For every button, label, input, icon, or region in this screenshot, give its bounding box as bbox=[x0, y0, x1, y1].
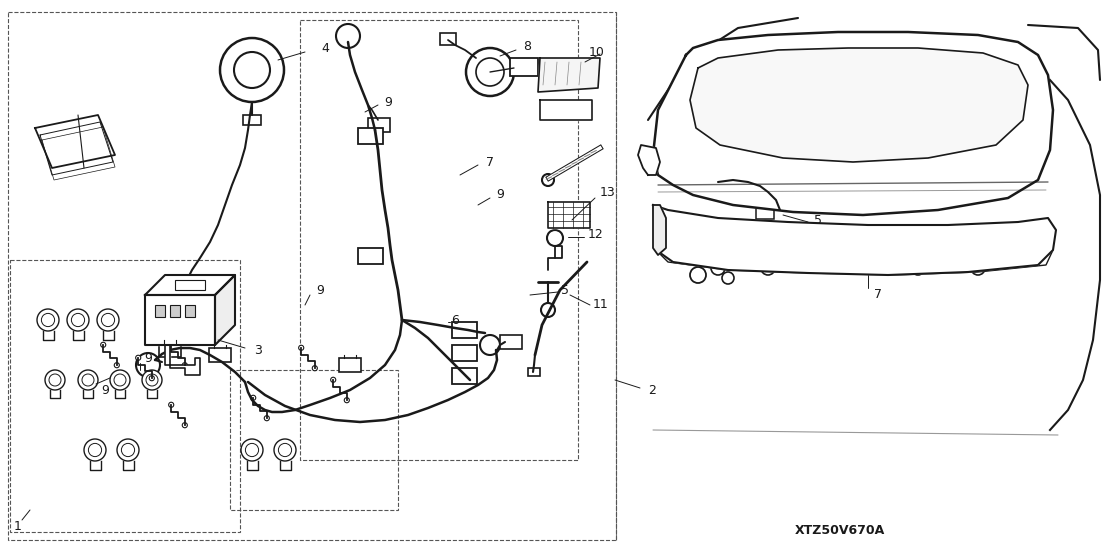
Bar bbox=[170, 320, 196, 336]
Circle shape bbox=[250, 395, 256, 400]
Circle shape bbox=[150, 375, 154, 381]
Circle shape bbox=[101, 342, 105, 347]
Circle shape bbox=[345, 398, 349, 403]
Polygon shape bbox=[690, 48, 1028, 162]
Polygon shape bbox=[653, 32, 1053, 215]
Text: 9: 9 bbox=[144, 352, 152, 364]
Polygon shape bbox=[215, 275, 235, 345]
Text: XTZ50V670A: XTZ50V670A bbox=[794, 524, 885, 536]
Circle shape bbox=[110, 370, 130, 390]
Circle shape bbox=[168, 342, 174, 347]
Circle shape bbox=[78, 370, 98, 390]
Bar bbox=[339, 358, 361, 372]
Text: 6: 6 bbox=[451, 314, 459, 326]
Bar bbox=[368, 118, 390, 132]
Bar bbox=[209, 348, 230, 362]
Polygon shape bbox=[653, 205, 1056, 275]
Bar bbox=[358, 128, 383, 144]
Bar bbox=[510, 58, 538, 76]
Text: 2: 2 bbox=[648, 383, 656, 397]
Bar bbox=[170, 305, 179, 317]
Bar bbox=[300, 20, 578, 460]
Bar bbox=[155, 305, 165, 317]
Text: 7: 7 bbox=[874, 289, 882, 301]
Bar bbox=[8, 12, 616, 540]
Text: 5: 5 bbox=[814, 213, 822, 227]
Polygon shape bbox=[540, 100, 592, 120]
Circle shape bbox=[66, 309, 89, 331]
Text: 4: 4 bbox=[321, 41, 329, 55]
Text: 3: 3 bbox=[254, 343, 261, 357]
Bar bbox=[452, 345, 478, 361]
Text: 7: 7 bbox=[486, 155, 494, 169]
Bar bbox=[440, 33, 456, 45]
Polygon shape bbox=[145, 275, 235, 295]
Polygon shape bbox=[638, 145, 660, 175]
Circle shape bbox=[84, 439, 106, 461]
Text: 12: 12 bbox=[588, 228, 604, 242]
Circle shape bbox=[98, 309, 119, 331]
Text: 8: 8 bbox=[523, 40, 531, 54]
Circle shape bbox=[142, 370, 162, 390]
Circle shape bbox=[312, 366, 317, 371]
Bar bbox=[230, 370, 398, 510]
Circle shape bbox=[264, 416, 269, 421]
Bar bbox=[529, 368, 540, 376]
Text: 9: 9 bbox=[496, 189, 504, 201]
Text: 9: 9 bbox=[316, 284, 324, 296]
Polygon shape bbox=[653, 205, 666, 255]
Bar bbox=[756, 208, 774, 219]
Circle shape bbox=[135, 355, 141, 361]
Bar bbox=[452, 322, 478, 338]
Text: 13: 13 bbox=[601, 185, 616, 199]
Text: 9: 9 bbox=[384, 96, 392, 108]
Polygon shape bbox=[35, 115, 115, 168]
Bar bbox=[243, 115, 261, 125]
Polygon shape bbox=[548, 202, 589, 228]
Bar bbox=[185, 305, 195, 317]
Circle shape bbox=[45, 370, 65, 390]
Bar bbox=[10, 260, 240, 532]
Circle shape bbox=[330, 377, 336, 382]
Circle shape bbox=[168, 402, 174, 408]
Circle shape bbox=[182, 363, 187, 368]
Text: 10: 10 bbox=[589, 45, 605, 59]
Polygon shape bbox=[145, 295, 215, 345]
Bar bbox=[452, 368, 478, 384]
Polygon shape bbox=[538, 58, 601, 92]
Text: 9: 9 bbox=[101, 383, 109, 397]
Circle shape bbox=[114, 363, 120, 368]
Circle shape bbox=[117, 439, 138, 461]
Bar bbox=[500, 335, 522, 349]
Circle shape bbox=[37, 309, 59, 331]
Text: 11: 11 bbox=[593, 299, 609, 311]
Bar bbox=[358, 248, 383, 264]
Circle shape bbox=[182, 422, 187, 428]
Text: 1: 1 bbox=[14, 520, 22, 534]
Bar bbox=[160, 343, 181, 357]
Circle shape bbox=[242, 439, 263, 461]
Polygon shape bbox=[1050, 80, 1100, 430]
Bar bbox=[175, 280, 205, 290]
Circle shape bbox=[299, 345, 304, 351]
Circle shape bbox=[274, 439, 296, 461]
Text: 5: 5 bbox=[561, 284, 570, 296]
Bar bbox=[733, 188, 751, 199]
Polygon shape bbox=[165, 345, 201, 375]
